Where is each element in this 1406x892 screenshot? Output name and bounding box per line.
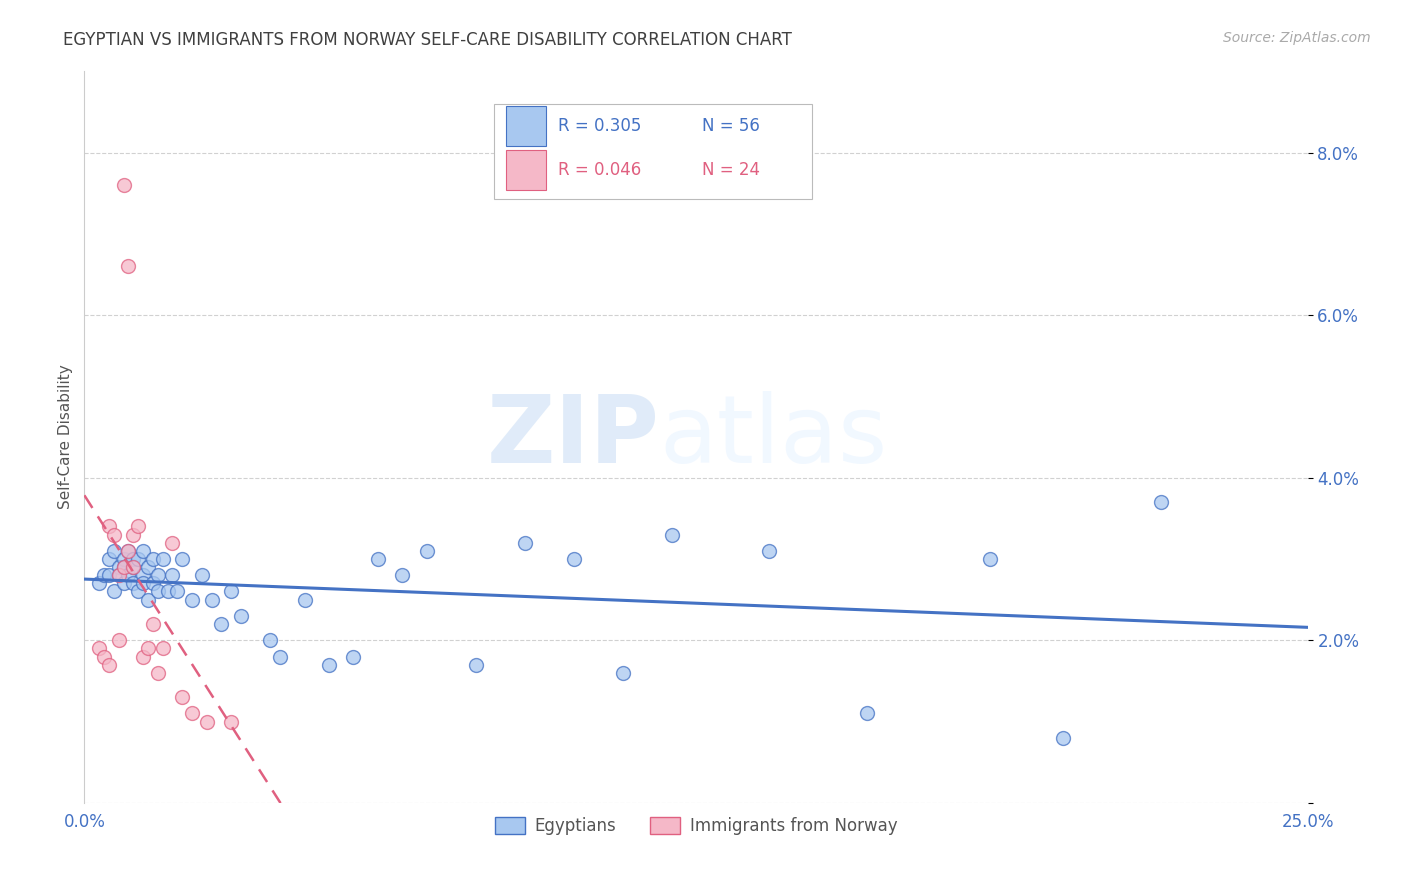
Point: [117, 568, 139, 582]
Point: [132, 544, 155, 558]
Point: [162, 568, 184, 582]
Point: [93, 649, 115, 664]
Text: Source: ZipAtlas.com: Source: ZipAtlas.com: [1223, 31, 1371, 45]
Point: [219, 714, 242, 729]
Point: [136, 641, 159, 656]
Point: [136, 560, 159, 574]
Point: [200, 592, 222, 607]
Text: atlas: atlas: [659, 391, 887, 483]
Point: [117, 544, 139, 558]
Point: [87, 576, 110, 591]
Point: [117, 544, 139, 558]
Point: [112, 560, 135, 574]
Point: [181, 592, 204, 607]
Point: [612, 665, 634, 680]
Point: [103, 584, 125, 599]
Point: [132, 576, 155, 591]
Point: [103, 544, 125, 558]
Point: [107, 568, 129, 582]
Point: [146, 665, 169, 680]
Point: [513, 535, 536, 549]
Point: [758, 544, 780, 558]
Point: [97, 519, 120, 533]
Point: [259, 633, 281, 648]
Point: [219, 584, 242, 599]
Point: [112, 178, 135, 193]
Point: [97, 657, 120, 672]
Text: N = 56: N = 56: [702, 117, 761, 136]
Point: [181, 706, 204, 721]
Point: [142, 617, 165, 632]
Point: [127, 552, 149, 566]
Point: [87, 641, 110, 656]
Point: [97, 552, 120, 566]
Point: [367, 552, 389, 566]
Point: [142, 552, 165, 566]
Point: [122, 527, 145, 541]
Point: [979, 552, 1001, 566]
Text: ZIP: ZIP: [486, 391, 659, 483]
Point: [112, 560, 135, 574]
Point: [172, 690, 194, 705]
Point: [122, 576, 145, 591]
Text: EGYPTIAN VS IMMIGRANTS FROM NORWAY SELF-CARE DISABILITY CORRELATION CHART: EGYPTIAN VS IMMIGRANTS FROM NORWAY SELF-…: [63, 31, 792, 49]
Point: [172, 552, 194, 566]
Point: [166, 584, 188, 599]
Point: [209, 617, 232, 632]
Point: [162, 535, 184, 549]
Point: [112, 576, 135, 591]
Point: [342, 649, 364, 664]
Text: N = 24: N = 24: [702, 161, 761, 179]
Point: [152, 552, 174, 566]
Legend: Egyptians, Immigrants from Norway: Egyptians, Immigrants from Norway: [488, 811, 904, 842]
Point: [127, 584, 149, 599]
Point: [156, 584, 179, 599]
Point: [132, 568, 155, 582]
Point: [562, 552, 585, 566]
Point: [112, 552, 135, 566]
Point: [191, 568, 214, 582]
Point: [1150, 495, 1173, 509]
FancyBboxPatch shape: [506, 150, 546, 190]
Point: [93, 568, 115, 582]
Point: [107, 633, 129, 648]
Point: [661, 527, 683, 541]
Point: [122, 552, 145, 566]
Point: [294, 592, 316, 607]
Point: [122, 560, 145, 574]
Point: [122, 560, 145, 574]
Point: [103, 527, 125, 541]
Point: [391, 568, 413, 582]
Point: [107, 568, 129, 582]
Point: [117, 260, 139, 274]
Point: [464, 657, 486, 672]
Point: [1052, 731, 1074, 745]
Point: [127, 519, 149, 533]
Point: [269, 649, 291, 664]
Point: [146, 568, 169, 582]
FancyBboxPatch shape: [494, 104, 813, 200]
Point: [107, 560, 129, 574]
Point: [97, 568, 120, 582]
Point: [142, 576, 165, 591]
Point: [136, 592, 159, 607]
Point: [152, 641, 174, 656]
Point: [416, 544, 439, 558]
Y-axis label: Self-Care Disability: Self-Care Disability: [58, 365, 73, 509]
Point: [318, 657, 340, 672]
Point: [856, 706, 879, 721]
Point: [229, 608, 252, 623]
Text: R = 0.046: R = 0.046: [558, 161, 641, 179]
FancyBboxPatch shape: [506, 106, 546, 146]
Point: [195, 714, 218, 729]
Point: [146, 584, 169, 599]
Point: [132, 649, 155, 664]
Text: R = 0.305: R = 0.305: [558, 117, 641, 136]
